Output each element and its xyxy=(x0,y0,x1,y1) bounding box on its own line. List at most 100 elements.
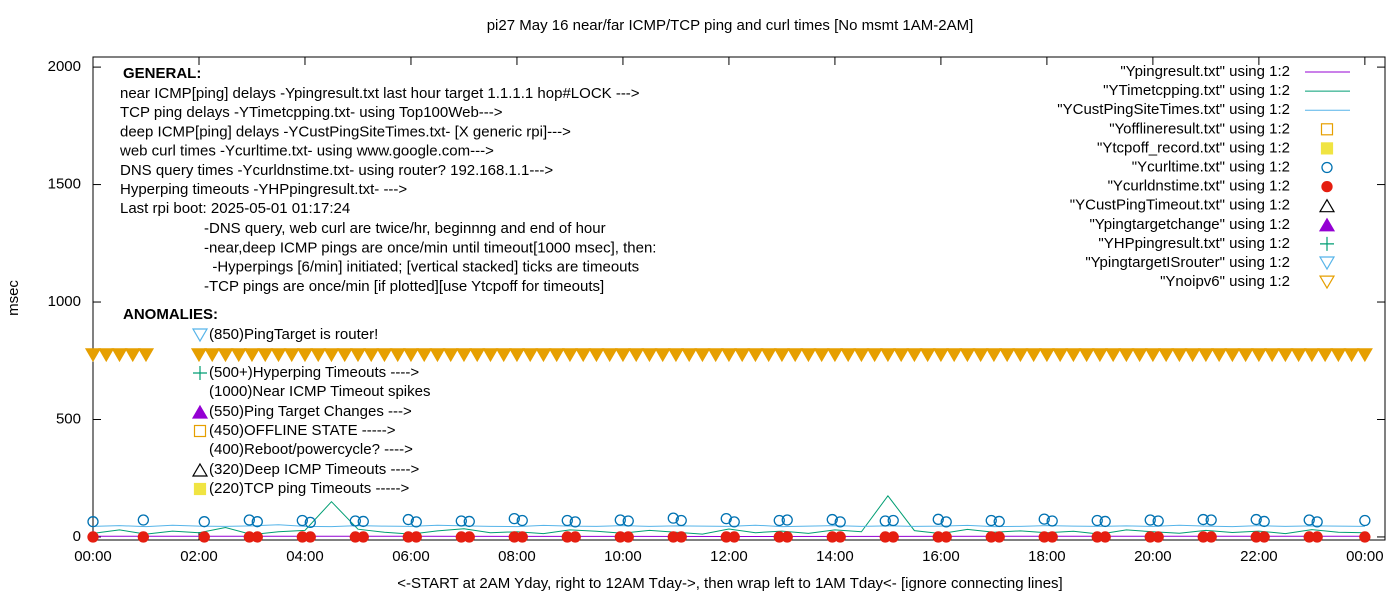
data-point xyxy=(376,348,393,363)
y-tick-label: 0 xyxy=(73,528,81,545)
x-tick-label: 22:00 xyxy=(1240,548,1278,565)
annotation-line: near ICMP[ping] delays -Ypingresult.txt … xyxy=(120,85,640,102)
data-point xyxy=(1197,513,1209,526)
data-point xyxy=(826,348,843,363)
data-point xyxy=(1038,348,1055,363)
anomaly-line: (220)TCP ping Timeouts -----> xyxy=(209,480,409,497)
data-point xyxy=(940,516,952,528)
data-point xyxy=(985,348,1002,363)
data-point xyxy=(495,348,512,363)
data-point xyxy=(323,348,340,363)
data-point xyxy=(548,348,565,363)
legend-swatch xyxy=(1321,161,1333,174)
data-point xyxy=(622,515,634,527)
annotation-line: TCP ping delays -YTimetcpping.txt- using… xyxy=(120,104,503,121)
annotation-line: DNS query times -Ycurldnstime.txt- using… xyxy=(120,162,553,179)
y-axis-label: msec xyxy=(5,280,22,316)
data-point xyxy=(1099,531,1111,543)
data-point xyxy=(1144,348,1161,363)
data-point xyxy=(879,515,891,527)
data-point xyxy=(416,348,433,363)
data-point xyxy=(1290,348,1307,363)
data-point xyxy=(1330,348,1347,363)
data-point xyxy=(569,531,581,543)
data-point xyxy=(1105,348,1122,363)
legend-swatch xyxy=(1320,142,1334,155)
chart-title: pi27 May 16 near/far ICMP/TCP ping and c… xyxy=(487,17,974,34)
data-point xyxy=(932,348,949,363)
data-point xyxy=(1091,348,1108,363)
anomaly-line: (450)OFFLINE STATE -----> xyxy=(209,422,396,439)
data-point xyxy=(747,348,764,363)
data-point xyxy=(204,348,221,363)
data-point xyxy=(516,514,528,527)
data-point xyxy=(1131,348,1148,363)
data-point xyxy=(866,348,883,363)
data-point xyxy=(614,348,631,363)
x-tick-label: 06:00 xyxy=(392,548,430,565)
data-point xyxy=(893,348,910,363)
data-point xyxy=(124,348,141,363)
data-point xyxy=(675,514,687,527)
data-point xyxy=(1144,514,1156,526)
data-point xyxy=(410,531,422,543)
data-point xyxy=(310,348,327,363)
anomaly-line: (500+)Hyperping Timeouts ----> xyxy=(209,364,419,381)
data-point xyxy=(87,516,99,528)
data-point xyxy=(442,348,459,363)
data-point xyxy=(1197,348,1214,363)
data-point xyxy=(628,348,645,363)
data-point xyxy=(349,348,367,363)
data-point xyxy=(773,514,785,527)
legend-label: "Ytcpoff_record.txt" using 1:2 xyxy=(1097,139,1290,156)
annotation-note: -Hyperpings [6/min] initiated; [vertical… xyxy=(204,259,639,276)
annotation-note: -TCP pings are once/min [if plotted][use… xyxy=(204,278,604,295)
data-point xyxy=(781,514,793,526)
data-point xyxy=(1025,348,1042,363)
data-point xyxy=(999,348,1016,363)
legend-label: "Ypingresult.txt" using 1:2 xyxy=(1120,63,1290,80)
x-tick-label: 00:00 xyxy=(74,548,112,565)
data-point xyxy=(349,515,361,527)
data-point xyxy=(694,348,711,363)
x-tick-label: 20:00 xyxy=(1134,548,1172,565)
data-point xyxy=(336,348,353,363)
data-point xyxy=(760,348,777,363)
data-point xyxy=(575,348,592,363)
data-point xyxy=(932,513,944,525)
data-point xyxy=(826,513,838,526)
data-point xyxy=(1258,515,1270,528)
legend-label: "YCustPingTimeout.txt" using 1:2 xyxy=(1070,197,1290,214)
data-point xyxy=(251,516,263,528)
legend-label: "YpingtargetISrouter" using 1:2 xyxy=(1085,254,1290,271)
data-point xyxy=(1264,348,1281,363)
anomaly-marker xyxy=(191,404,209,419)
data-point xyxy=(1152,531,1164,543)
data-point xyxy=(588,348,605,363)
data-point xyxy=(1184,348,1201,363)
data-point xyxy=(993,515,1005,528)
data-point xyxy=(251,531,263,543)
anomaly-line: (320)Deep ICMP Timeouts ----> xyxy=(209,461,419,478)
data-point xyxy=(887,531,899,543)
data-point xyxy=(243,514,255,526)
legend-swatch xyxy=(1318,256,1336,271)
data-point xyxy=(257,348,274,363)
data-point xyxy=(1258,531,1270,543)
data-point xyxy=(198,516,210,528)
legend-label: "Ypingtargetchange" using 1:2 xyxy=(1089,216,1290,233)
data-point xyxy=(230,348,247,363)
data-point xyxy=(1205,531,1217,543)
annotation-line: web curl times -Ycurltime.txt- using www… xyxy=(119,143,494,160)
data-point xyxy=(800,348,817,363)
data-point xyxy=(834,516,846,528)
data-point xyxy=(1205,514,1217,526)
data-line xyxy=(92,524,1365,528)
data-point xyxy=(1311,516,1323,528)
data-line xyxy=(92,494,1365,536)
legend-label: "Yofflineresult.txt" using 1:2 xyxy=(1109,120,1290,137)
x-tick-label: 16:00 xyxy=(922,548,960,565)
data-point xyxy=(410,516,422,528)
data-point xyxy=(834,531,846,543)
data-point xyxy=(455,515,467,527)
